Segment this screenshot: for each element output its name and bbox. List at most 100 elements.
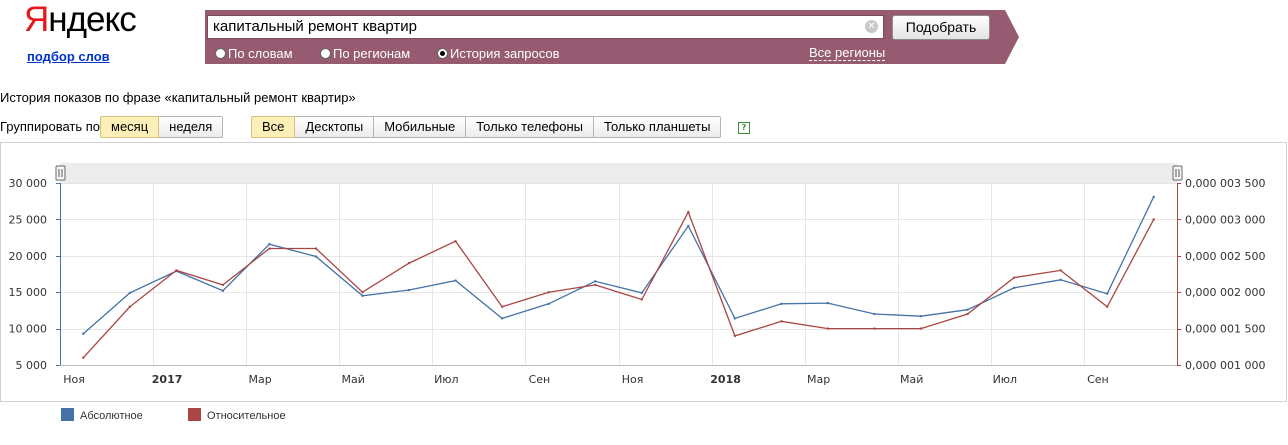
data-point-relative [128, 305, 132, 308]
search-panel-arrow [1005, 10, 1019, 64]
data-point-absolute [1012, 286, 1016, 290]
data-point-absolute [128, 291, 132, 295]
y-right-tick-label: 0,000 003 500 [1185, 177, 1265, 190]
y-left-tick-label: 25 000 [9, 213, 48, 226]
device-phones-button[interactable]: Только телефоны [466, 116, 595, 138]
y-right-tick-label: 0,000 001 500 [1185, 323, 1265, 336]
group-month-button[interactable]: месяц [100, 116, 160, 138]
y-left-tick-label: 5 000 [16, 359, 48, 372]
help-icon[interactable]: ? [738, 122, 750, 134]
x-tick-label: 2018 [710, 373, 741, 386]
data-point-absolute [873, 312, 876, 316]
range-handle-right[interactable] [1172, 165, 1183, 181]
data-point-relative [361, 291, 364, 294]
data-point-absolute [407, 288, 411, 292]
data-point-relative [221, 283, 225, 287]
data-point-relative [826, 327, 830, 330]
data-point-absolute [500, 317, 504, 320]
logo-rest: ндекс [48, 0, 136, 39]
mode-label: История запросов [450, 46, 560, 61]
legend-relative[interactable]: Относительное [188, 408, 286, 422]
data-point-relative [82, 356, 85, 359]
data-point-absolute [733, 317, 737, 320]
data-point-absolute [826, 301, 830, 305]
radio-icon [320, 48, 331, 59]
data-point-relative [1105, 305, 1109, 308]
y-left-tick-label: 10 000 [9, 323, 48, 336]
data-point-absolute [268, 242, 271, 246]
data-point-absolute [1105, 292, 1109, 295]
submit-button[interactable]: Подобрать [892, 15, 990, 40]
x-tick-label: Ноя [63, 373, 85, 386]
data-point-relative [1059, 269, 1062, 272]
y-left-tick-label: 20 000 [9, 250, 48, 263]
range-handle-left[interactable] [55, 165, 66, 181]
history-chart: 5 000 10 000 15 000 20 000 25 000 30 000 0,000… [0, 142, 1287, 402]
chart-frame [0, 142, 1287, 402]
radio-selected-icon [437, 48, 448, 59]
y-left-tick-label: 30 000 [9, 177, 48, 190]
legend-swatch-relative [188, 408, 201, 421]
series-line-absolute [82, 196, 1155, 335]
device-tablets-button[interactable]: Только планшеты [594, 116, 722, 138]
data-point-relative [594, 283, 597, 287]
x-tick-label: Сен [529, 373, 551, 386]
data-point-absolute [966, 308, 969, 311]
data-point-relative [733, 334, 737, 338]
data-point-absolute [221, 289, 225, 292]
data-point-absolute [361, 294, 364, 298]
data-point-relative [780, 320, 783, 323]
data-point-relative [314, 247, 318, 250]
x-tick-label: Июл [993, 373, 1018, 386]
device-mobile-button[interactable]: Мобильные [374, 116, 467, 138]
mode-label: По регионам [333, 46, 411, 61]
x-tick-label: Ноя [622, 373, 644, 386]
data-point-relative [1012, 276, 1016, 279]
y-right-tick-label: 0,000 001 000 [1185, 359, 1265, 372]
data-point-relative [175, 269, 178, 272]
y-right-tick-label: 0,000 003 000 [1185, 213, 1265, 226]
x-tick-label: Май [900, 373, 923, 386]
device-toggle: Все Десктопы Мобильные Только телефоны Т… [251, 116, 722, 138]
data-point-relative [547, 291, 550, 294]
data-point-relative [500, 305, 504, 308]
search-input[interactable]: капитальный ремонт квартир [207, 15, 884, 39]
legend-label: Относительное [207, 410, 286, 422]
mode-radio-regions[interactable]: По регионам [320, 46, 410, 61]
y-left-tick-label: 15 000 [9, 286, 48, 299]
data-point-absolute [687, 224, 690, 228]
data-point-relative [1152, 218, 1155, 221]
mode-radio-words[interactable]: По словам [215, 46, 293, 61]
close-icon[interactable]: ✕ [865, 20, 878, 33]
chart-panel: 5 000 10 000 15 000 20 000 25 000 30 000 0,000… [0, 142, 1288, 441]
data-point-relative [966, 312, 969, 316]
mode-label: По словам [228, 46, 293, 61]
data-point-absolute [82, 332, 85, 335]
device-all-button[interactable]: Все [251, 116, 296, 138]
group-toggle: месяц неделя [100, 116, 224, 138]
x-tick-label: Мар [807, 373, 830, 386]
data-point-absolute [1152, 195, 1155, 199]
regions-link[interactable]: Все регионы [809, 45, 886, 61]
data-point-relative [407, 261, 411, 265]
group-week-button[interactable]: неделя [159, 116, 224, 138]
legend-absolute[interactable]: Абсолютное [61, 408, 143, 422]
data-point-relative [919, 327, 923, 330]
yandex-logo[interactable]: Яндекс [24, 0, 137, 40]
range-selector-band [60, 163, 1177, 183]
data-point-absolute [594, 280, 597, 283]
y-right-tick-label: 0,000 002 500 [1185, 250, 1265, 263]
radio-icon [215, 48, 226, 59]
data-point-absolute [454, 279, 457, 282]
service-link[interactable]: подбор слов [27, 49, 110, 64]
data-point-relative [687, 210, 690, 214]
data-point-relative [268, 247, 271, 250]
x-tick-label: Май [342, 373, 365, 386]
group-label: Группировать по: [0, 119, 104, 134]
data-point-absolute [640, 291, 643, 295]
data-point-relative [454, 240, 457, 243]
legend-swatch-absolute [61, 408, 74, 421]
y-right-tick-label: 0,000 002 000 [1185, 286, 1265, 299]
device-desktop-button[interactable]: Десктопы [295, 116, 375, 138]
mode-radio-history[interactable]: История запросов [437, 46, 560, 61]
